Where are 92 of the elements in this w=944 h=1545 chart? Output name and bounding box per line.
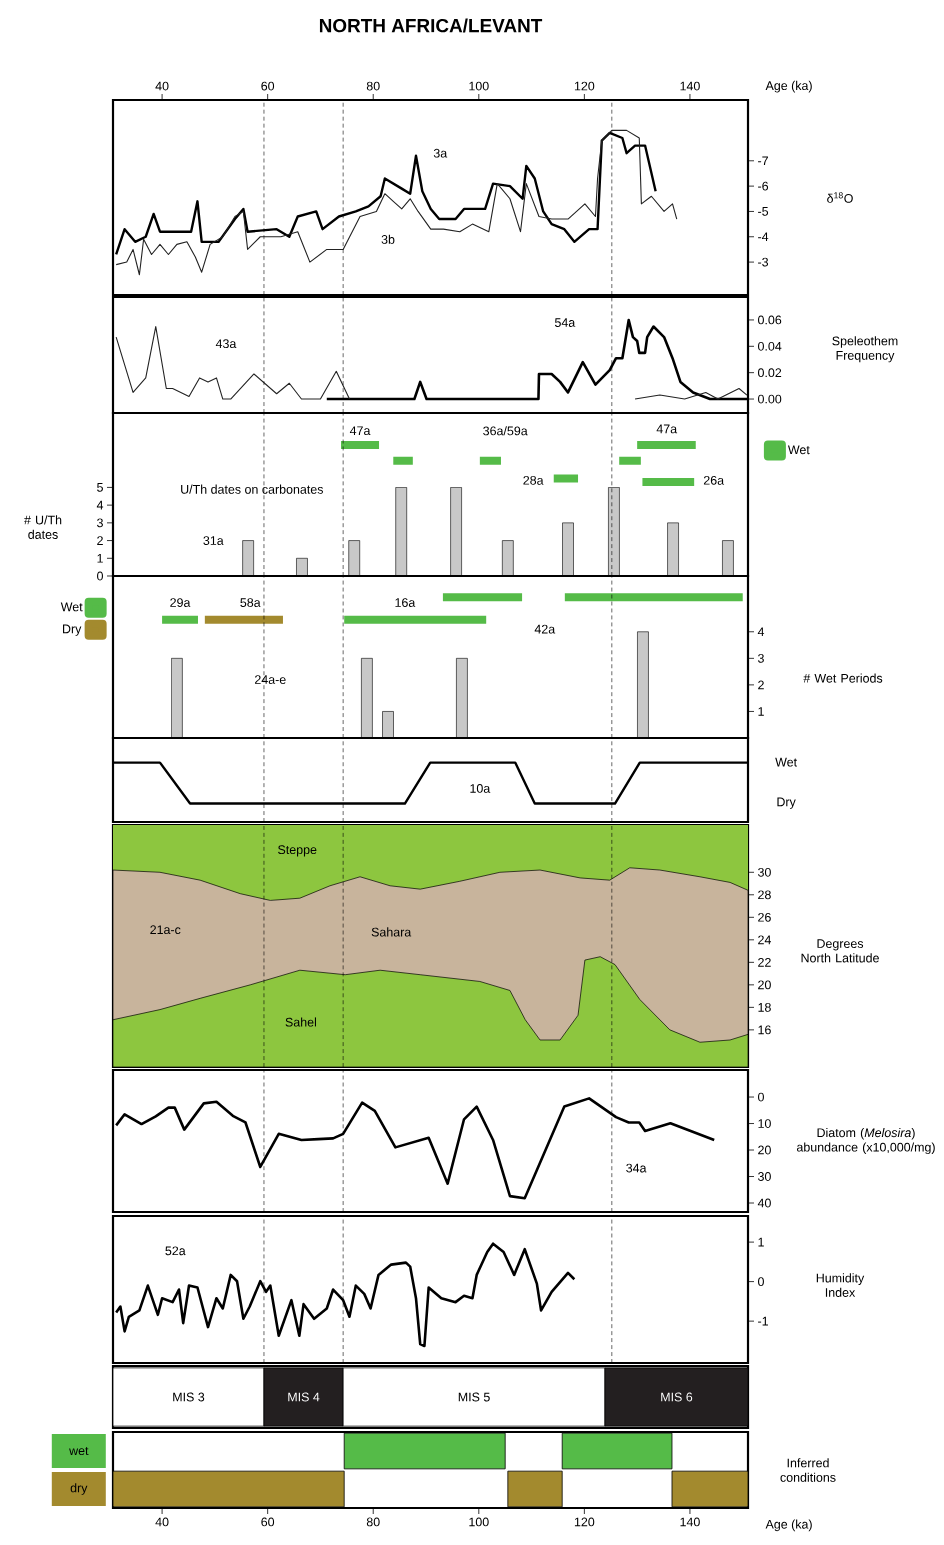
y-axis-title: Degrees North Latitude <box>801 939 879 963</box>
annotation: 31a <box>203 536 224 545</box>
y-tick-label: 0.00 <box>757 394 782 404</box>
annotation: Sahel <box>285 1017 316 1027</box>
annotation: Sahara <box>371 927 412 937</box>
x-axis-title: Age (ka) <box>765 1519 812 1532</box>
text: Dry <box>777 797 796 809</box>
y-axis-title: # U/Th dates <box>23 515 62 539</box>
y-tick-label: 0 <box>96 571 103 581</box>
y-axis-title: δ$^{18}$O <box>826 192 853 203</box>
annotation: 3a <box>433 148 448 158</box>
y-tick-label: 10 <box>758 1119 771 1128</box>
y-tick-label: 22 <box>757 957 771 967</box>
annotation: U/Th dates on carbonates <box>180 484 323 494</box>
annotation: 34a <box>626 1163 647 1173</box>
y-axis-title: # Wet Periods <box>803 673 883 683</box>
x-tick-label: 100 <box>469 81 489 91</box>
series-label: MIS 5 <box>458 1392 490 1402</box>
y-tick-label: 0.04 <box>757 341 782 351</box>
y-tick-label: 4 <box>757 627 764 637</box>
y-tick-label: 0 <box>757 1277 764 1287</box>
y-tick-label: -4 <box>757 232 769 242</box>
chart-title: NORTH AFRICA/LEVANT <box>319 18 542 33</box>
annotation: 43a <box>215 339 237 349</box>
annotation: Steppe <box>277 845 317 857</box>
y-tick-label: 20 <box>757 1145 771 1155</box>
y-tick-label: 5 <box>96 483 103 492</box>
annotation: 3b <box>381 234 395 244</box>
y-axis-title: Diatom (Melosira) abundance (x10,000/mg) <box>796 1127 935 1155</box>
y-tick-label: -3 <box>757 257 768 267</box>
annotation: 16a <box>395 598 416 607</box>
x-tick-label: 140 <box>680 1517 700 1527</box>
legend-label: Dry <box>62 624 82 636</box>
y-tick-label: 3 <box>757 653 764 663</box>
y-tick-label: -6 <box>757 181 768 191</box>
series-label: MIS 4 <box>288 1392 320 1402</box>
y-tick-label: 28 <box>757 890 771 900</box>
annotation: 26a <box>703 475 724 485</box>
y-axis-title: Inferred conditions <box>780 1458 836 1482</box>
y-axis-title: Speleothem Frequency <box>832 336 898 363</box>
annotation: 29a <box>170 598 191 607</box>
x-tick-label: 80 <box>366 1517 380 1527</box>
annotation: 28a <box>523 475 544 485</box>
series-label: MIS 6 <box>661 1392 693 1402</box>
annotation: 21a-c <box>150 925 181 935</box>
y-tick-label: 2 <box>97 536 103 545</box>
y-tick-label: 1 <box>758 1237 764 1247</box>
y-tick-label: 1 <box>758 707 764 716</box>
annotation: 52a <box>165 1246 186 1256</box>
y-axis-title: Humidity Index <box>816 1273 865 1297</box>
x-tick-label: 60 <box>261 81 274 91</box>
annotation: 42a <box>534 624 556 634</box>
y-tick-label: 1 <box>97 554 103 563</box>
y-tick-label: 16 <box>758 1025 771 1035</box>
y-tick-label: 40 <box>757 1198 771 1208</box>
legend-label: Wet <box>60 602 83 612</box>
annotation: 10a <box>470 784 491 793</box>
annotation: 24a-e <box>254 675 286 684</box>
x-tick-label: 80 <box>366 81 380 91</box>
x-tick-label: 40 <box>155 81 169 91</box>
y-tick-label: 24 <box>757 935 771 945</box>
x-tick-label: 40 <box>155 1517 169 1527</box>
text: Wet <box>775 757 797 767</box>
x-tick-label: 120 <box>574 81 595 91</box>
x-tick-label: 140 <box>680 81 700 91</box>
x-axis-title: Age (ka) <box>765 80 812 93</box>
y-tick-label: 30 <box>757 867 771 877</box>
annotation: 58a <box>240 598 261 607</box>
y-tick-label: -1 <box>757 1316 768 1326</box>
y-tick-label: 18 <box>758 1002 771 1012</box>
y-tick-label: 0 <box>757 1092 764 1102</box>
y-tick-label: 0.06 <box>757 315 782 325</box>
legend-label: Wet <box>787 445 810 455</box>
annotation: 36a/59a <box>483 426 528 436</box>
x-tick-label: 60 <box>261 1517 274 1527</box>
series-label: MIS 3 <box>173 1392 205 1402</box>
annotation: 54a <box>554 318 576 327</box>
x-tick-label: 100 <box>469 1517 489 1527</box>
y-tick-label: 2 <box>757 680 764 690</box>
y-tick-label: dry <box>70 1483 88 1495</box>
y-tick-label: 0.02 <box>757 368 781 378</box>
y-tick-label: 30 <box>757 1172 771 1181</box>
y-tick-label: 4 <box>96 500 103 510</box>
y-tick-label: -7 <box>757 156 768 166</box>
y-tick-label: 3 <box>96 518 103 528</box>
y-tick-label: -5 <box>757 207 768 216</box>
annotation: 47a <box>656 424 677 434</box>
y-tick-label: wet <box>68 1446 89 1456</box>
annotation: 47a <box>349 426 371 436</box>
y-tick-label: 20 <box>757 980 771 990</box>
y-tick-label: 26 <box>757 912 771 922</box>
x-tick-label: 120 <box>574 1517 595 1527</box>
